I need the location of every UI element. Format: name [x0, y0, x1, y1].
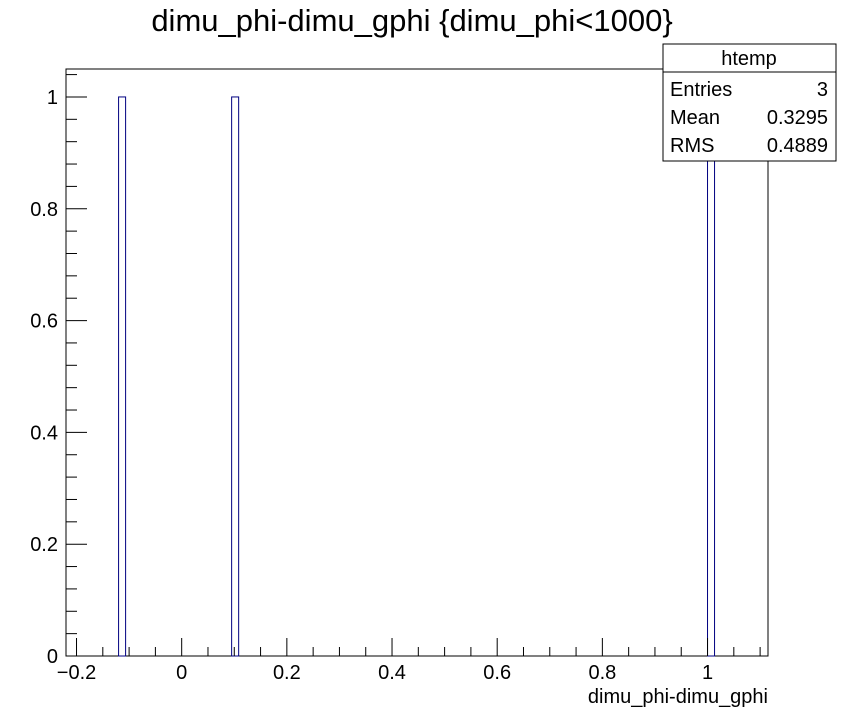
x-tick-label: 0 — [176, 662, 187, 684]
chart-title: dimu_phi-dimu_gphi {dimu_phi<1000} — [151, 3, 672, 38]
plot-frame — [65, 68, 769, 657]
x-tick-label: 0.6 — [483, 662, 511, 684]
stats-mean-label: Mean — [670, 107, 720, 129]
x-axis-tick-labels: −0.2 0 0.2 0.4 0.6 0.8 1 — [57, 662, 713, 684]
x-tick-label: −0.2 — [57, 662, 96, 684]
x-tick-label: 0.8 — [588, 662, 616, 684]
histogram-bar-0 — [118, 96, 127, 657]
x-tick-label: 0.4 — [378, 662, 406, 684]
stats-box-frame — [662, 43, 837, 162]
x-axis-ticks — [76, 638, 761, 656]
histogram-bars — [118, 96, 716, 657]
stats-box: htemp Entries 3 Mean 0.3295 RMS 0.4889 — [662, 43, 837, 162]
x-tick-label: 0.2 — [273, 662, 301, 684]
y-axis-tick-labels: 0 0.2 0.4 0.6 0.8 1 — [30, 87, 58, 668]
y-axis-ticks — [66, 74, 87, 657]
y-tick-label: 0 — [47, 646, 58, 668]
x-tick-label: 1 — [702, 662, 713, 684]
histogram-bar-2 — [707, 96, 716, 657]
y-tick-label: 0.2 — [30, 534, 58, 556]
stats-entries-value: 3 — [817, 79, 828, 101]
x-axis-label: dimu_phi-dimu_gphi — [588, 686, 768, 708]
y-tick-label: 0.8 — [30, 199, 58, 221]
stats-rms-value: 0.4889 — [767, 135, 828, 157]
stats-rms-label: RMS — [670, 135, 714, 157]
stats-entries-label: Entries — [670, 79, 732, 101]
stats-mean-value: 0.3295 — [767, 107, 828, 129]
stats-box-title: htemp — [721, 48, 777, 70]
y-tick-label: 0.4 — [30, 422, 58, 444]
y-tick-label: 1 — [47, 87, 58, 109]
histogram-bar-1 — [231, 96, 240, 657]
y-tick-label: 0.6 — [30, 311, 58, 333]
